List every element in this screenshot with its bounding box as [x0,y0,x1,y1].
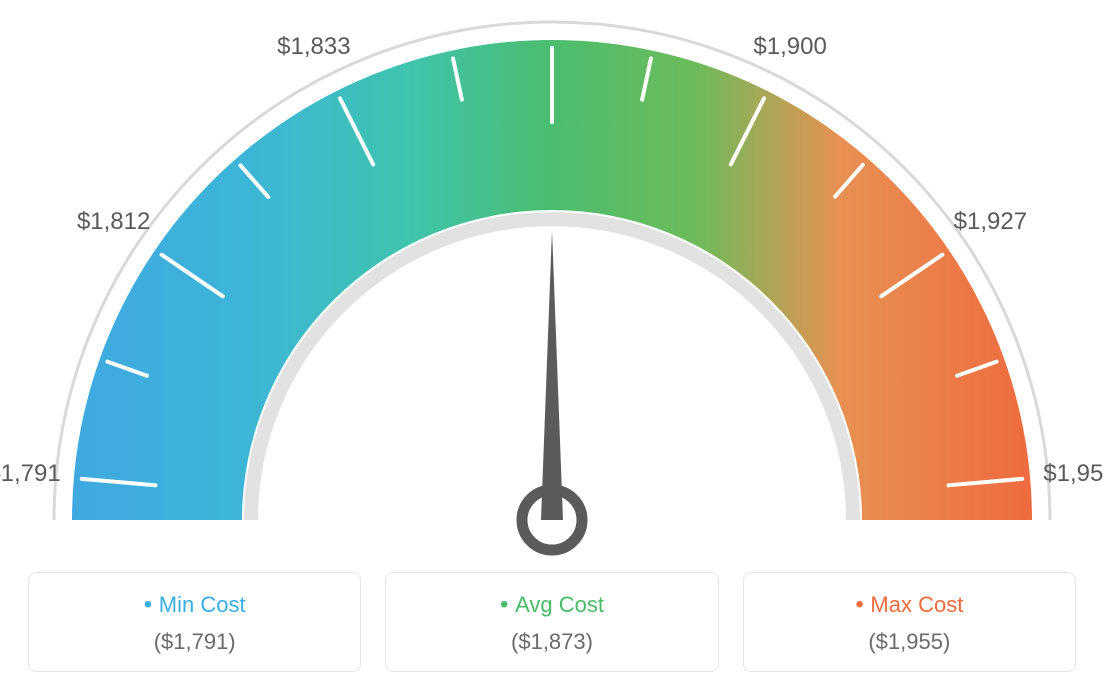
max-cost-card: Max Cost ($1,955) [743,572,1076,672]
gauge-svg [0,0,1104,560]
gauge-tick-label: $1,812 [77,208,150,236]
gauge-tick-label: $1,833 [277,33,350,61]
min-cost-title: Min Cost [41,591,348,619]
min-cost-card: Min Cost ($1,791) [28,572,361,672]
gauge-chart: $1,791 $1,812 $1,833 $1,873 $1,900 $1,927 $1,9… [0,0,1104,560]
gauge-tick-label: $1,873 [515,0,588,4]
avg-cost-title: Avg Cost [398,591,705,619]
avg-cost-value: ($1,873) [398,629,705,655]
avg-cost-card: Avg Cost ($1,873) [385,572,718,672]
min-cost-value: ($1,791) [41,629,348,655]
gauge-tick-label: $1,791 [0,460,61,488]
gauge-tick-label: $1,955 [1043,460,1104,488]
gauge-tick-label: $1,900 [753,33,826,61]
gauge-tick-label: $1,927 [954,208,1027,236]
max-cost-value: ($1,955) [756,629,1063,655]
max-cost-title: Max Cost [756,591,1063,619]
cost-cards: Min Cost ($1,791) Avg Cost ($1,873) Max … [0,572,1104,672]
